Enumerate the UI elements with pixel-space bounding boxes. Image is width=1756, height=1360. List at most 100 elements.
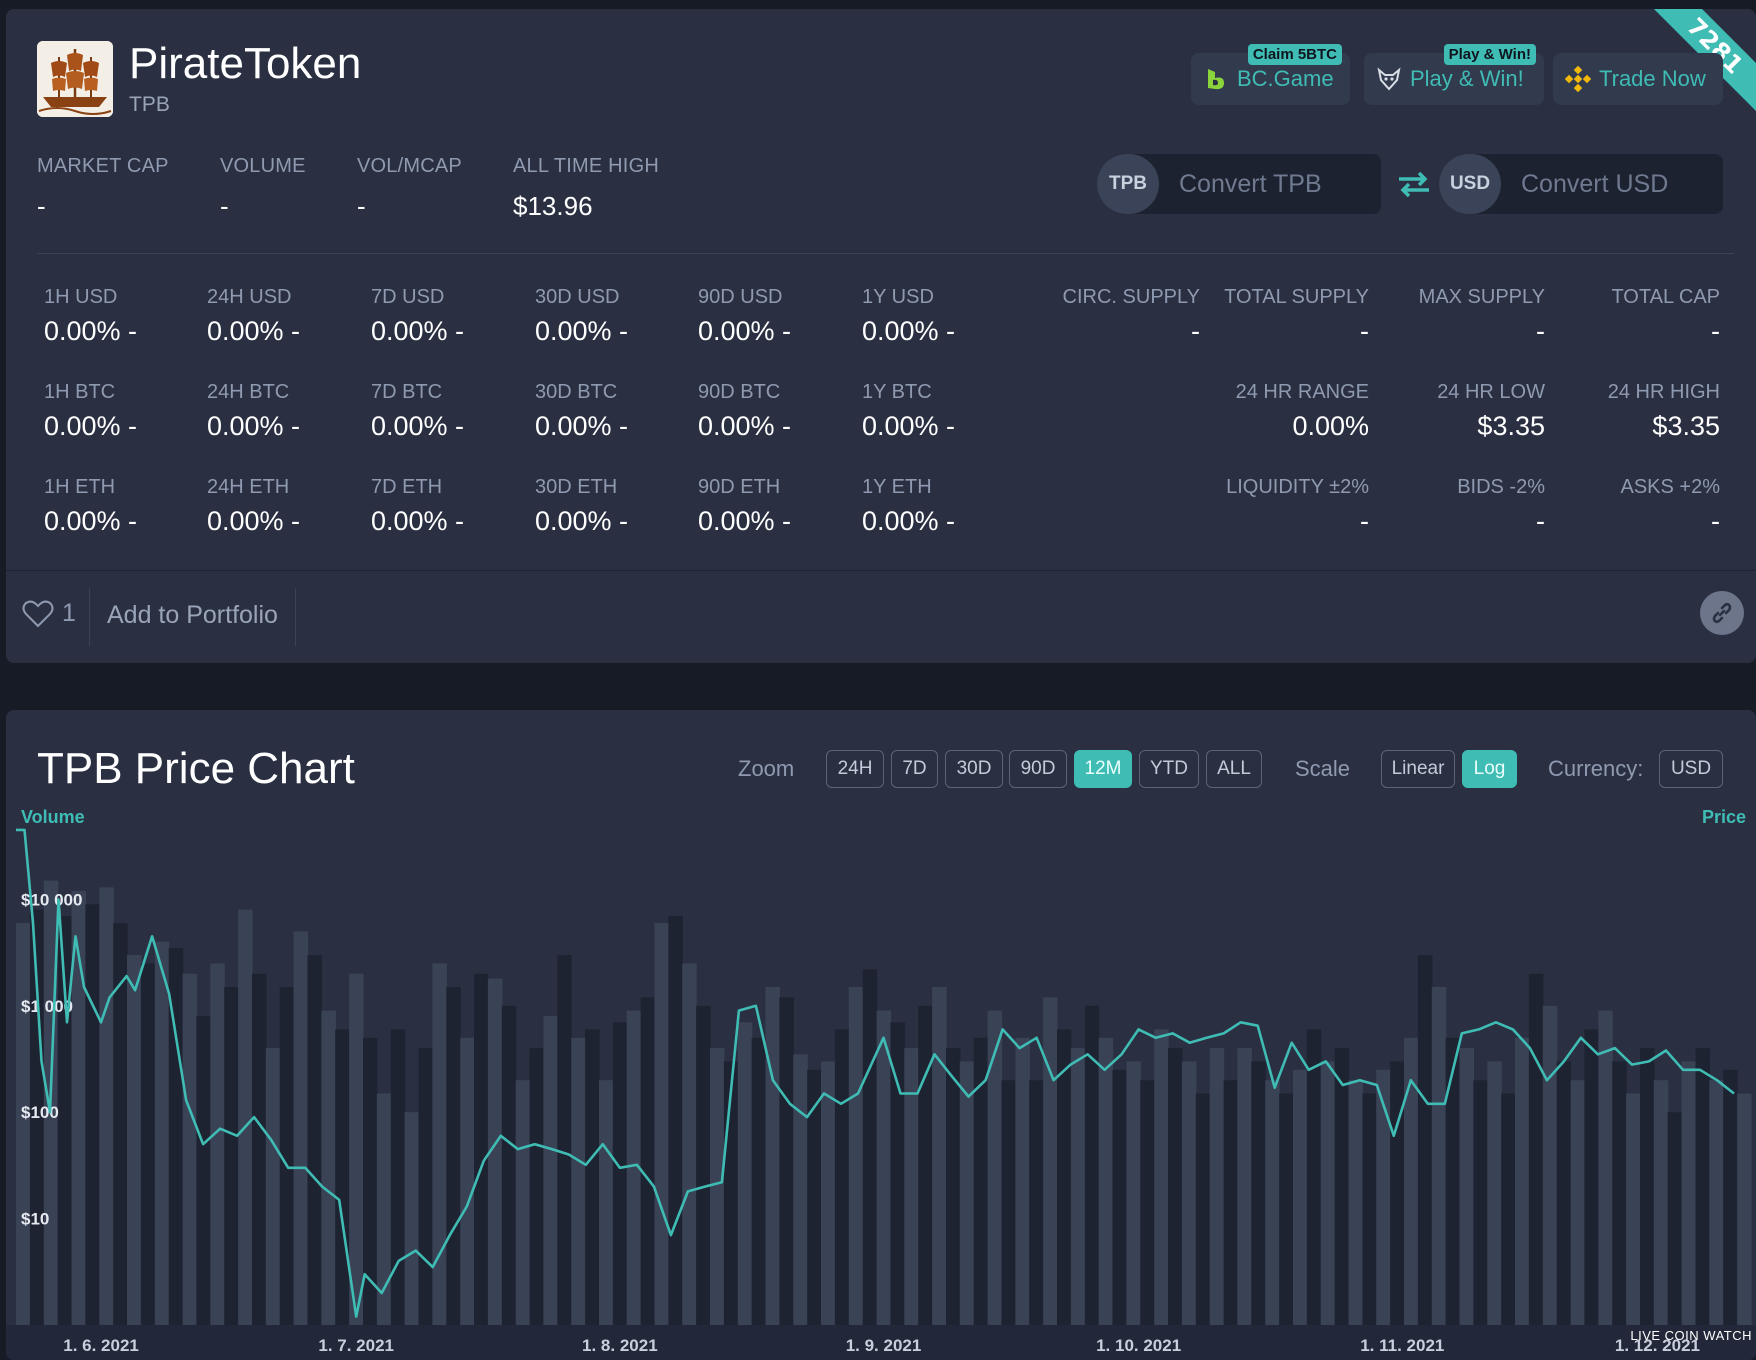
volume-bar xyxy=(1098,1037,1114,1325)
volume-bar xyxy=(765,987,780,1325)
volume-bar xyxy=(1431,987,1447,1325)
swap-arrows-icon[interactable] xyxy=(1397,169,1431,199)
volume-bar xyxy=(1528,973,1544,1325)
zoom-90d-button[interactable]: 90D xyxy=(1009,750,1067,788)
volume-bar xyxy=(210,963,225,1325)
volume-bar xyxy=(1112,1069,1127,1325)
volume-bar xyxy=(1293,1069,1308,1325)
volume-bar xyxy=(99,887,114,1325)
volume-bar xyxy=(1473,1080,1488,1325)
volume-value: - xyxy=(220,191,229,221)
volume-bar xyxy=(973,1037,989,1325)
volume-bar xyxy=(751,1037,767,1325)
zoom-24h-button[interactable]: 24H xyxy=(826,750,884,788)
wolf-icon xyxy=(1377,67,1401,91)
volume-bar xyxy=(515,1080,531,1325)
change-label: 90D BTC xyxy=(698,381,781,403)
footer-divider xyxy=(6,570,1756,571)
volume-bar xyxy=(474,973,489,1325)
change-label: 1H BTC xyxy=(44,381,116,403)
volume-bar xyxy=(1542,1005,1558,1325)
change-label: 24H BTC xyxy=(207,381,290,403)
volume-bar xyxy=(1515,1037,1530,1325)
volume-bar xyxy=(612,1022,628,1325)
volume-bar xyxy=(1459,1048,1474,1325)
volume-bar xyxy=(154,941,170,1325)
volume-bar xyxy=(1487,1061,1502,1325)
x-tick-label: 1. 9. 2021 xyxy=(846,1336,922,1355)
scale-linear-button[interactable]: Linear xyxy=(1381,750,1455,788)
zoom-30d-button[interactable]: 30D xyxy=(945,750,1003,788)
convert-from-field[interactable]: TPB Convert TPB xyxy=(1097,154,1381,214)
volume-axis-label: Volume xyxy=(21,807,85,827)
volume-bar xyxy=(557,955,572,1325)
y-tick-label: $10 000 xyxy=(21,890,82,909)
volume-bar xyxy=(862,969,878,1325)
like-button[interactable]: 1 xyxy=(22,599,76,628)
volume-bar xyxy=(571,1037,586,1325)
promo-play-win-button[interactable]: Play & Win! Play & Win! xyxy=(1364,44,1544,105)
zoom-all-button[interactable]: ALL xyxy=(1206,750,1262,788)
watermark: LIVE COIN WATCH xyxy=(1630,1328,1752,1343)
promo-trade-now-button[interactable]: Trade Now xyxy=(1553,53,1723,105)
vol-mcap-value: - xyxy=(357,191,366,221)
share-link-button[interactable] xyxy=(1700,591,1744,635)
volume-bar xyxy=(168,947,184,1325)
liquidity-value: - xyxy=(1360,506,1369,536)
currency-select[interactable]: USD xyxy=(1659,750,1723,788)
add-to-portfolio-button[interactable]: Add to Portfolio xyxy=(107,601,278,629)
volume-bar xyxy=(682,963,697,1325)
volume-label: VOLUME xyxy=(220,155,306,177)
change-value: 0.00% - xyxy=(698,411,792,441)
volume-bar xyxy=(793,1054,808,1325)
zoom-ytd-button[interactable]: YTD xyxy=(1139,750,1199,788)
zoom-12m-button[interactable]: 12M xyxy=(1074,750,1132,788)
x-tick-label: 1. 10. 2021 xyxy=(1096,1336,1181,1355)
volume-bar xyxy=(127,955,142,1325)
low-value: $3.35 xyxy=(1477,411,1545,441)
range-label: 24 HR RANGE xyxy=(1235,381,1369,403)
change-value: 0.00% - xyxy=(862,411,956,441)
promo-bcgame-button[interactable]: BC.Game Claim 5BTC xyxy=(1191,44,1350,105)
volume-bar xyxy=(1556,1061,1572,1325)
volume-bar xyxy=(390,1029,406,1325)
volume-bar xyxy=(349,973,364,1325)
zoom-7d-button[interactable]: 7D xyxy=(891,750,938,788)
asks-label: ASKS +2% xyxy=(1620,476,1720,498)
volume-bar xyxy=(1445,1037,1461,1325)
y-tick-label: $10 xyxy=(21,1210,49,1229)
promo-play-win-tag: Play & Win! xyxy=(1443,44,1536,65)
section-divider xyxy=(37,253,1734,254)
convert-to-field[interactable]: USD Convert USD xyxy=(1439,154,1723,214)
volume-bar xyxy=(1070,1048,1086,1325)
volume-bar xyxy=(1709,1080,1724,1325)
volume-bar xyxy=(335,1029,350,1325)
volume-bar xyxy=(1154,1029,1169,1325)
volume-bar xyxy=(1376,1069,1391,1325)
volume-bar xyxy=(1001,1080,1016,1325)
volume-bar xyxy=(16,923,31,1325)
price-line xyxy=(16,828,1735,1318)
volume-bar xyxy=(696,1005,711,1325)
scale-log-button[interactable]: Log xyxy=(1462,750,1517,788)
y-tick-label: $1 000 xyxy=(21,997,73,1016)
price-chart-plot[interactable]: $10 000 $1 000 $100 $10 1. 6. 2021 1. 7. 2021… xyxy=(6,825,1756,1360)
convert-to-input[interactable]: Convert USD xyxy=(1521,169,1669,198)
total-cap-label: TOTAL CAP xyxy=(1611,286,1720,308)
volume-bar xyxy=(1140,1080,1155,1325)
change-label: 7D USD xyxy=(371,286,445,308)
volume-bar xyxy=(779,997,794,1325)
volume-bar xyxy=(959,1061,975,1325)
volume-bar xyxy=(640,997,656,1325)
volume-bar xyxy=(1681,1061,1697,1325)
chart-title: TPB Price Chart xyxy=(37,744,355,793)
volume-bar xyxy=(1570,1080,1586,1325)
convert-from-input[interactable]: Convert TPB xyxy=(1179,169,1322,198)
change-value: 0.00% - xyxy=(207,506,301,536)
volume-bar xyxy=(1209,1048,1225,1325)
volume-bar xyxy=(1168,1048,1183,1325)
footer-separator xyxy=(89,588,90,646)
volume-bar xyxy=(321,1010,336,1325)
convert-from-currency: TPB xyxy=(1097,154,1159,214)
change-label: 1H USD xyxy=(44,286,118,308)
